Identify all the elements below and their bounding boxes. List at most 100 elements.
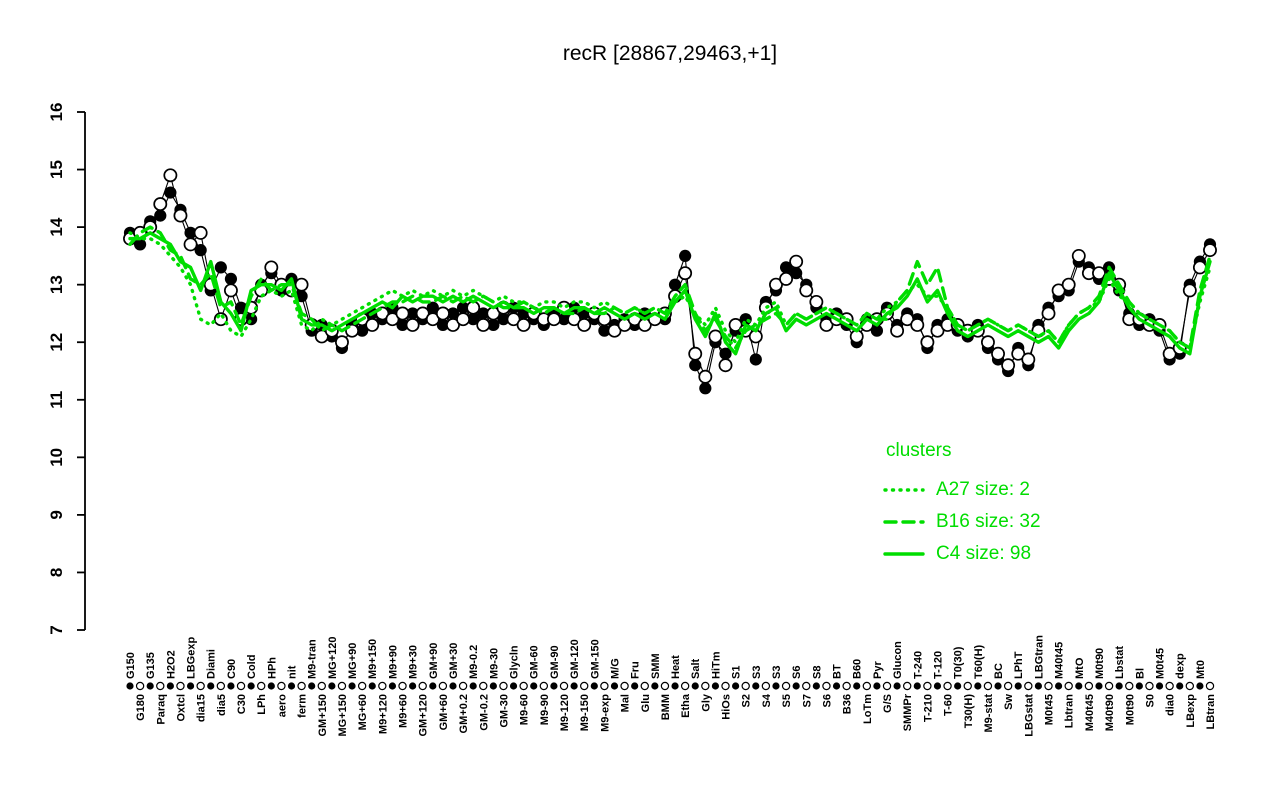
x-axis-label: GM+150 [317,694,329,737]
y-tick-label: 10 [47,448,66,467]
x-axis-marker [792,682,800,690]
x-axis-label: GM-150 [589,639,601,679]
x-axis-marker [772,682,780,690]
x-axis-marker [570,682,578,690]
x-axis-marker [438,681,448,691]
open-data-point [1162,346,1177,361]
x-axis-marker [761,681,771,691]
open-data-point [385,312,400,327]
x-axis-label: GM+60 [438,694,450,730]
open-data-point [153,197,168,212]
filled-data-point [214,261,227,274]
x-axis-marker [247,682,255,690]
x-axis-marker [227,682,235,690]
x-axis-label: C90 [226,659,238,679]
chart-title: recR [28867,29463,+1] [562,42,778,65]
x-axis-label: S6 [791,666,803,679]
x-axis-label: GM-60 [529,645,541,679]
x-axis-marker [651,682,659,690]
x-axis-label: GM+90 [428,643,440,679]
x-axis-marker [983,681,993,691]
x-axis-label: LBGstat [1023,694,1035,737]
x-axis-label: M40t45 [1054,642,1066,679]
x-axis-marker [378,681,387,691]
filled-data-point [790,267,803,280]
x-axis-marker [489,682,497,690]
x-axis-marker [409,682,417,690]
x-axis-marker [1196,682,1204,690]
x-axis-marker [902,681,912,691]
x-axis-marker [479,681,488,691]
x-axis-marker [640,681,649,691]
x-axis-label: Diami [206,649,218,679]
open-data-point [1071,248,1086,263]
x-axis-label: GM-120 [569,639,581,679]
x-axis-label: T0(30) [953,646,965,679]
filled-data-point [779,261,793,274]
filled-data-point [234,301,248,314]
x-axis-marker [1003,681,1013,691]
filled-data-point [446,307,460,320]
x-axis-marker [1024,681,1033,691]
x-axis-marker [802,681,811,691]
x-axis-marker [429,682,437,690]
x-axis-marker [752,682,760,690]
x-axis-label: MG+120 [327,637,339,680]
x-axis-marker [610,682,619,690]
x-axis-label: S5 [781,694,793,707]
x-axis-label: Heat [670,655,682,679]
x-axis-label: M9+120 [377,694,389,734]
x-axis-marker [600,681,609,691]
x-axis-marker [590,682,598,690]
x-axis-label: T60(H) [973,644,985,679]
x-axis-marker [832,682,841,690]
x-axis-label: G180 [135,694,147,721]
filled-data-point [679,249,692,262]
open-data-point [930,323,945,338]
x-axis-marker [519,681,528,691]
open-data-point [314,329,329,344]
x-axis-label: M9+60 [398,694,410,728]
open-data-point [173,208,188,223]
x-axis-label: HPh [266,657,278,679]
open-data-point [1011,346,1026,361]
y-tick-label: 8 [47,568,66,577]
x-axis-marker [781,681,791,691]
x-axis-label: GM+0.2 [458,694,470,733]
x-axis-marker [176,681,185,691]
open-data-point [1203,243,1217,258]
x-axis-marker [1054,682,1063,690]
x-axis-label: LBexp [1185,694,1197,728]
legend-label-c4: C4 size: 98 [936,543,1032,564]
filled-data-point [719,347,732,360]
x-axis-marker [822,681,831,691]
x-axis-label: M9-90 [539,694,551,725]
y-tick-label: 14 [47,217,66,236]
open-data-point [395,306,410,321]
x-axis-label: SMM [650,653,662,679]
x-axis-label: aero [276,694,288,718]
x-axis-marker [166,682,174,690]
open-data-point [708,329,723,344]
x-axis-label: S3 [751,666,763,679]
legend-label-a27: A27 size: 2 [936,479,1030,500]
x-axis-marker [1185,681,1195,691]
open-data-point [718,358,733,373]
x-axis-marker [1095,682,1103,690]
x-axis-label: Paraq [155,694,167,725]
x-axis-label: S2 [741,694,753,707]
x-axis-label: BC [993,663,1005,679]
x-axis-marker [146,682,154,690]
open-data-point [1182,283,1197,298]
open-data-point [1192,260,1207,275]
open-data-point [607,323,622,338]
filled-data-point [436,318,449,332]
filled-data-point [477,307,490,320]
open-data-point [799,283,814,298]
open-data-point [1021,352,1036,367]
x-axis-marker [893,682,901,690]
x-axis-label: S6 [821,694,833,707]
x-axis-label: S0 [1144,694,1156,707]
x-axis-label: GM+120 [418,694,430,737]
x-axis-label: Lbstat [1114,646,1126,679]
